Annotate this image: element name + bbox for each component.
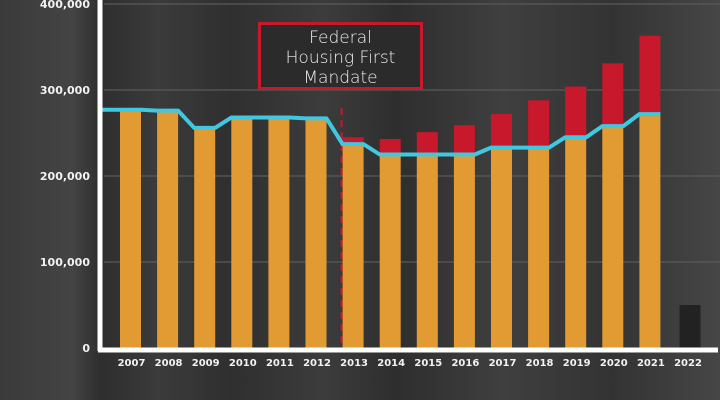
bar-base (639, 114, 661, 348)
bar-increase (528, 100, 550, 149)
bar-base (565, 139, 587, 348)
y-tick-label: 100,000 (40, 256, 90, 269)
x-tick-label: 2011 (266, 358, 294, 369)
x-tick-label: 2008 (155, 358, 183, 369)
x-tick-label: 2019 (563, 358, 591, 369)
bar-base (602, 126, 624, 348)
y-tick-label: 400,000 (40, 0, 90, 11)
bar-base (268, 119, 290, 349)
bar-2022 (679, 305, 701, 348)
y-tick-label: 0 (82, 342, 90, 355)
x-tick-label: 2020 (600, 358, 628, 369)
bar-increase (416, 132, 438, 156)
y-tick-label: 300,000 (40, 84, 90, 97)
x-tick-label: 2014 (377, 358, 405, 369)
bar-base (194, 128, 216, 348)
annotation-box: Federal Housing First Mandate (258, 22, 423, 90)
bar-base (120, 111, 141, 348)
x-tick-label: 2010 (229, 358, 257, 369)
series-line (102, 107, 661, 157)
annotation-line-2: Housing First (285, 48, 396, 68)
annotation-line-3: Mandate (303, 68, 378, 88)
bar-increase (342, 137, 364, 146)
bar-increase (379, 139, 401, 156)
bar-increase (453, 125, 475, 156)
bar-increase (639, 35, 661, 115)
x-tick-label: 2013 (340, 358, 368, 369)
bar-base (342, 145, 364, 348)
bar-base (379, 155, 401, 348)
bar-increase (602, 63, 624, 127)
x-tick-label: 2017 (489, 358, 517, 369)
bar-base (231, 119, 253, 349)
x-tick-label: 2016 (451, 358, 479, 369)
bar-base (416, 155, 438, 348)
x-tick-label: 2009 (192, 358, 220, 369)
annotation-line-1: Federal (309, 28, 372, 48)
x-tick-label: 2007 (118, 358, 146, 369)
bar-base (305, 119, 327, 349)
x-tick-label: 2022 (674, 358, 702, 369)
bar-base (528, 148, 550, 348)
bar-increase (491, 114, 512, 149)
x-tick-label: 2015 (414, 358, 442, 369)
bar-base (453, 155, 475, 348)
bar-base (157, 112, 179, 348)
x-tick-label: 2012 (303, 358, 331, 369)
y-tick-label: 200,000 (40, 170, 90, 183)
x-tick-label: 2021 (637, 358, 665, 369)
bar-increase (565, 86, 587, 140)
x-tick-label: 2018 (526, 358, 554, 369)
bar-base (491, 148, 512, 348)
